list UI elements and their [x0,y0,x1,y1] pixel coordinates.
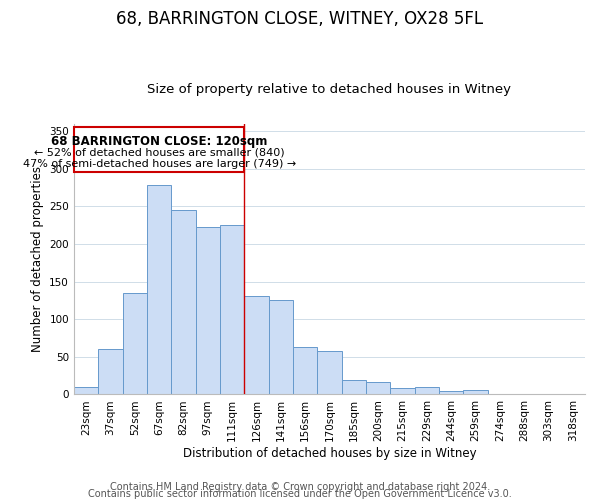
Text: Contains public sector information licensed under the Open Government Licence v3: Contains public sector information licen… [88,489,512,499]
Bar [122,293,147,394]
Bar [147,186,171,394]
Bar [171,210,196,394]
Bar [269,300,293,394]
Bar [98,350,122,395]
Bar [463,390,488,394]
Bar [439,392,463,394]
Bar [317,351,341,395]
Text: 47% of semi-detached houses are larger (749) →: 47% of semi-detached houses are larger (… [23,159,296,169]
Bar [244,296,269,394]
Bar [293,347,317,395]
Text: ← 52% of detached houses are smaller (840): ← 52% of detached houses are smaller (84… [34,148,284,158]
X-axis label: Distribution of detached houses by size in Witney: Distribution of detached houses by size … [182,447,476,460]
Text: 68 BARRINGTON CLOSE: 120sqm: 68 BARRINGTON CLOSE: 120sqm [51,135,268,148]
Bar [390,388,415,394]
Title: Size of property relative to detached houses in Witney: Size of property relative to detached ho… [148,83,511,96]
Bar [366,382,390,394]
Bar [220,225,244,394]
Bar [74,387,98,394]
Text: 68, BARRINGTON CLOSE, WITNEY, OX28 5FL: 68, BARRINGTON CLOSE, WITNEY, OX28 5FL [116,10,484,28]
Text: Contains HM Land Registry data © Crown copyright and database right 2024.: Contains HM Land Registry data © Crown c… [110,482,490,492]
Bar [415,387,439,394]
Y-axis label: Number of detached properties: Number of detached properties [31,166,44,352]
FancyBboxPatch shape [74,128,244,172]
Bar [341,380,366,394]
Bar [196,226,220,394]
